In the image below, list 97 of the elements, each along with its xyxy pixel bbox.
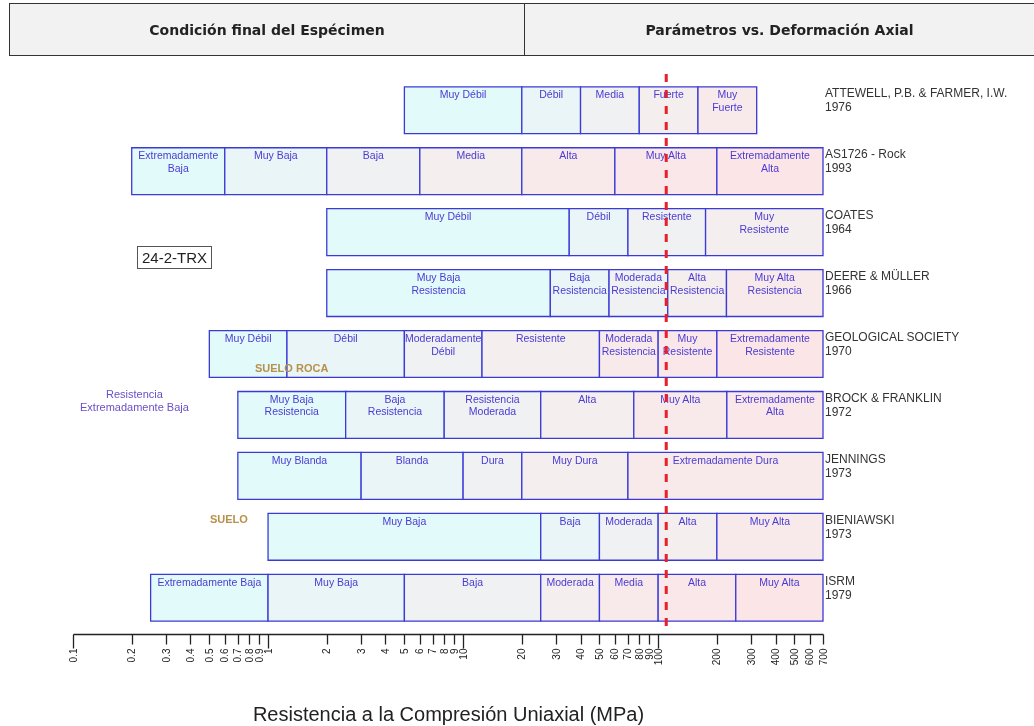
data-label: Moderada (605, 514, 653, 527)
data-label: Muy Dura (552, 453, 598, 466)
x-tick-label: 400 (770, 648, 782, 666)
x-tick-label: 10 (457, 648, 469, 660)
data-label: Alta (678, 514, 697, 527)
data-label: Media (595, 88, 625, 101)
data-label: Muy Baja (253, 149, 298, 162)
x-tick-label: 200 (711, 648, 723, 666)
y-tick-label: DEERE & MÜLLER 1966 (825, 269, 931, 298)
x-tick-label: 50 (593, 648, 605, 660)
data-label: Extremadamente Baja (138, 149, 219, 174)
x-tick-label: 0.5 (203, 648, 215, 663)
data-label: Dura (481, 453, 504, 466)
x-tick-label: 300 (745, 648, 757, 666)
data-label: Baja (462, 575, 484, 588)
data-label: Extremadamente Baja (157, 575, 262, 588)
x-tick-label: 700 (817, 648, 829, 666)
data-label: Blanda (395, 453, 429, 466)
x-tick-label: 70 (622, 648, 634, 660)
data-label: Media (614, 575, 644, 588)
data-label: Muy Baja (382, 514, 427, 527)
x-tick-label: 40 (575, 648, 587, 660)
data-label: Muy Alta (749, 514, 791, 527)
data-label: Moderadamente Débil (404, 332, 482, 357)
x-tick-label: 0.6 (219, 648, 231, 663)
data-label: Extremadamente Resistente (729, 332, 811, 357)
data-label: Moderada (546, 575, 594, 588)
data-label: Extremadamente Alta (729, 149, 811, 174)
x-tick-label: 500 (789, 648, 800, 666)
y-tick-label: ISRM 1979 (825, 573, 855, 602)
data-label: Baja Resistencia (367, 392, 423, 418)
data-label: Muy Baja Resistencia (411, 271, 466, 296)
data-label: Media (456, 149, 486, 162)
annotation: 24-2-TRX (137, 246, 213, 270)
data-label: Alta (687, 575, 707, 588)
data-label: Moderada Resistencia (611, 271, 666, 296)
annotation: Resistencia Extremadamente Baja (80, 388, 189, 414)
data-label: Baja (362, 149, 384, 162)
x-tick-label: 6 (414, 648, 426, 655)
x-tick-label: 0.7 (232, 648, 244, 663)
data-label: Moderada Resistencia (601, 332, 657, 357)
data-label: Muy Débil (439, 88, 487, 101)
x-tick-label: 5 (398, 648, 410, 655)
x-tick-label: 80 (633, 648, 645, 660)
data-label: Muy Blanda (271, 453, 328, 466)
x-tick-label: 0.2 (126, 648, 138, 663)
x-tick-label: 60 (609, 648, 621, 660)
data-label: Extremadamente Dura (672, 453, 779, 466)
data-label: Resistencia Moderada (465, 392, 520, 418)
data-label: Alta (578, 392, 597, 405)
data-label: Muy Alta (759, 575, 800, 588)
data-label: Muy Baja Resistencia (264, 392, 320, 418)
data-label: Baja (559, 514, 581, 527)
text: Parámetros vs. Deformación Axial (644, 20, 915, 40)
x-tick-label: 8 (438, 648, 450, 655)
data-label: Alta (559, 149, 578, 162)
data-label: Resistente (641, 210, 692, 223)
data-label: Muy Alta Resistencia (747, 271, 803, 296)
x-tick-label: 9 (448, 648, 460, 655)
annotation: SUELO (210, 513, 248, 526)
x-tick-label: 30 (550, 648, 562, 660)
x-tick-label: 20 (516, 648, 528, 660)
y-tick-label: BROCK & FRANKLIN 1972 (825, 390, 942, 419)
text: Condición final del Espécimen (10, 4, 525, 55)
y-tick-label: AS1726 - Rock 1993 (825, 147, 907, 176)
x-tick-label: 2 (321, 648, 333, 655)
data-label: Débil (586, 210, 611, 223)
x-tick-label: 0.4 (184, 648, 196, 663)
x-tick-label: 600 (804, 648, 816, 666)
data-label: Resistente (515, 332, 566, 344)
x-tick-label: 90 (643, 648, 655, 660)
data-label: Alta Resistencia (669, 271, 725, 296)
y-tick-label: COATES 1964 (825, 208, 874, 237)
data-label: Muy Débil (424, 210, 472, 223)
x-tick-label: 0.3 (160, 648, 172, 663)
x-tick-label: 4 (379, 648, 391, 655)
data-label: Muy Fuerte (712, 88, 743, 113)
data-label: Muy Resistente (739, 210, 790, 235)
x-tick-label: 100 (652, 648, 664, 666)
data-label: Extremadamente Alta (734, 392, 816, 418)
x-tick-label: 0.8 (243, 648, 255, 663)
x-tick-label: 7 (427, 648, 439, 655)
data-label: Muy Débil (224, 332, 272, 344)
y-tick-label: JENNINGS 1973 (825, 451, 886, 480)
x-axis-title: Resistencia a la Compresión Uniaxial (MPa) (252, 702, 645, 725)
x-tick-label: 0.9 (253, 648, 265, 663)
x-tick-label: 1 (262, 648, 274, 655)
data-label: Débil (539, 88, 564, 101)
data-label: Muy Baja (314, 575, 359, 588)
data-label: Muy Alta (645, 149, 687, 162)
y-tick-label: ATTEWELL, P.B. & FARMER, I.W. 1976 (825, 86, 1008, 115)
y-tick-label: BIENIAWSKI 1973 (825, 512, 895, 541)
x-tick-label: 0.1 (67, 648, 79, 663)
y-tick-label: GEOLOGICAL SOCIETY 1970 (825, 330, 960, 358)
data-label: Baja Resistencia (552, 271, 607, 296)
x-tick-label: 3 (355, 648, 367, 655)
data-label: Débil (333, 332, 358, 344)
